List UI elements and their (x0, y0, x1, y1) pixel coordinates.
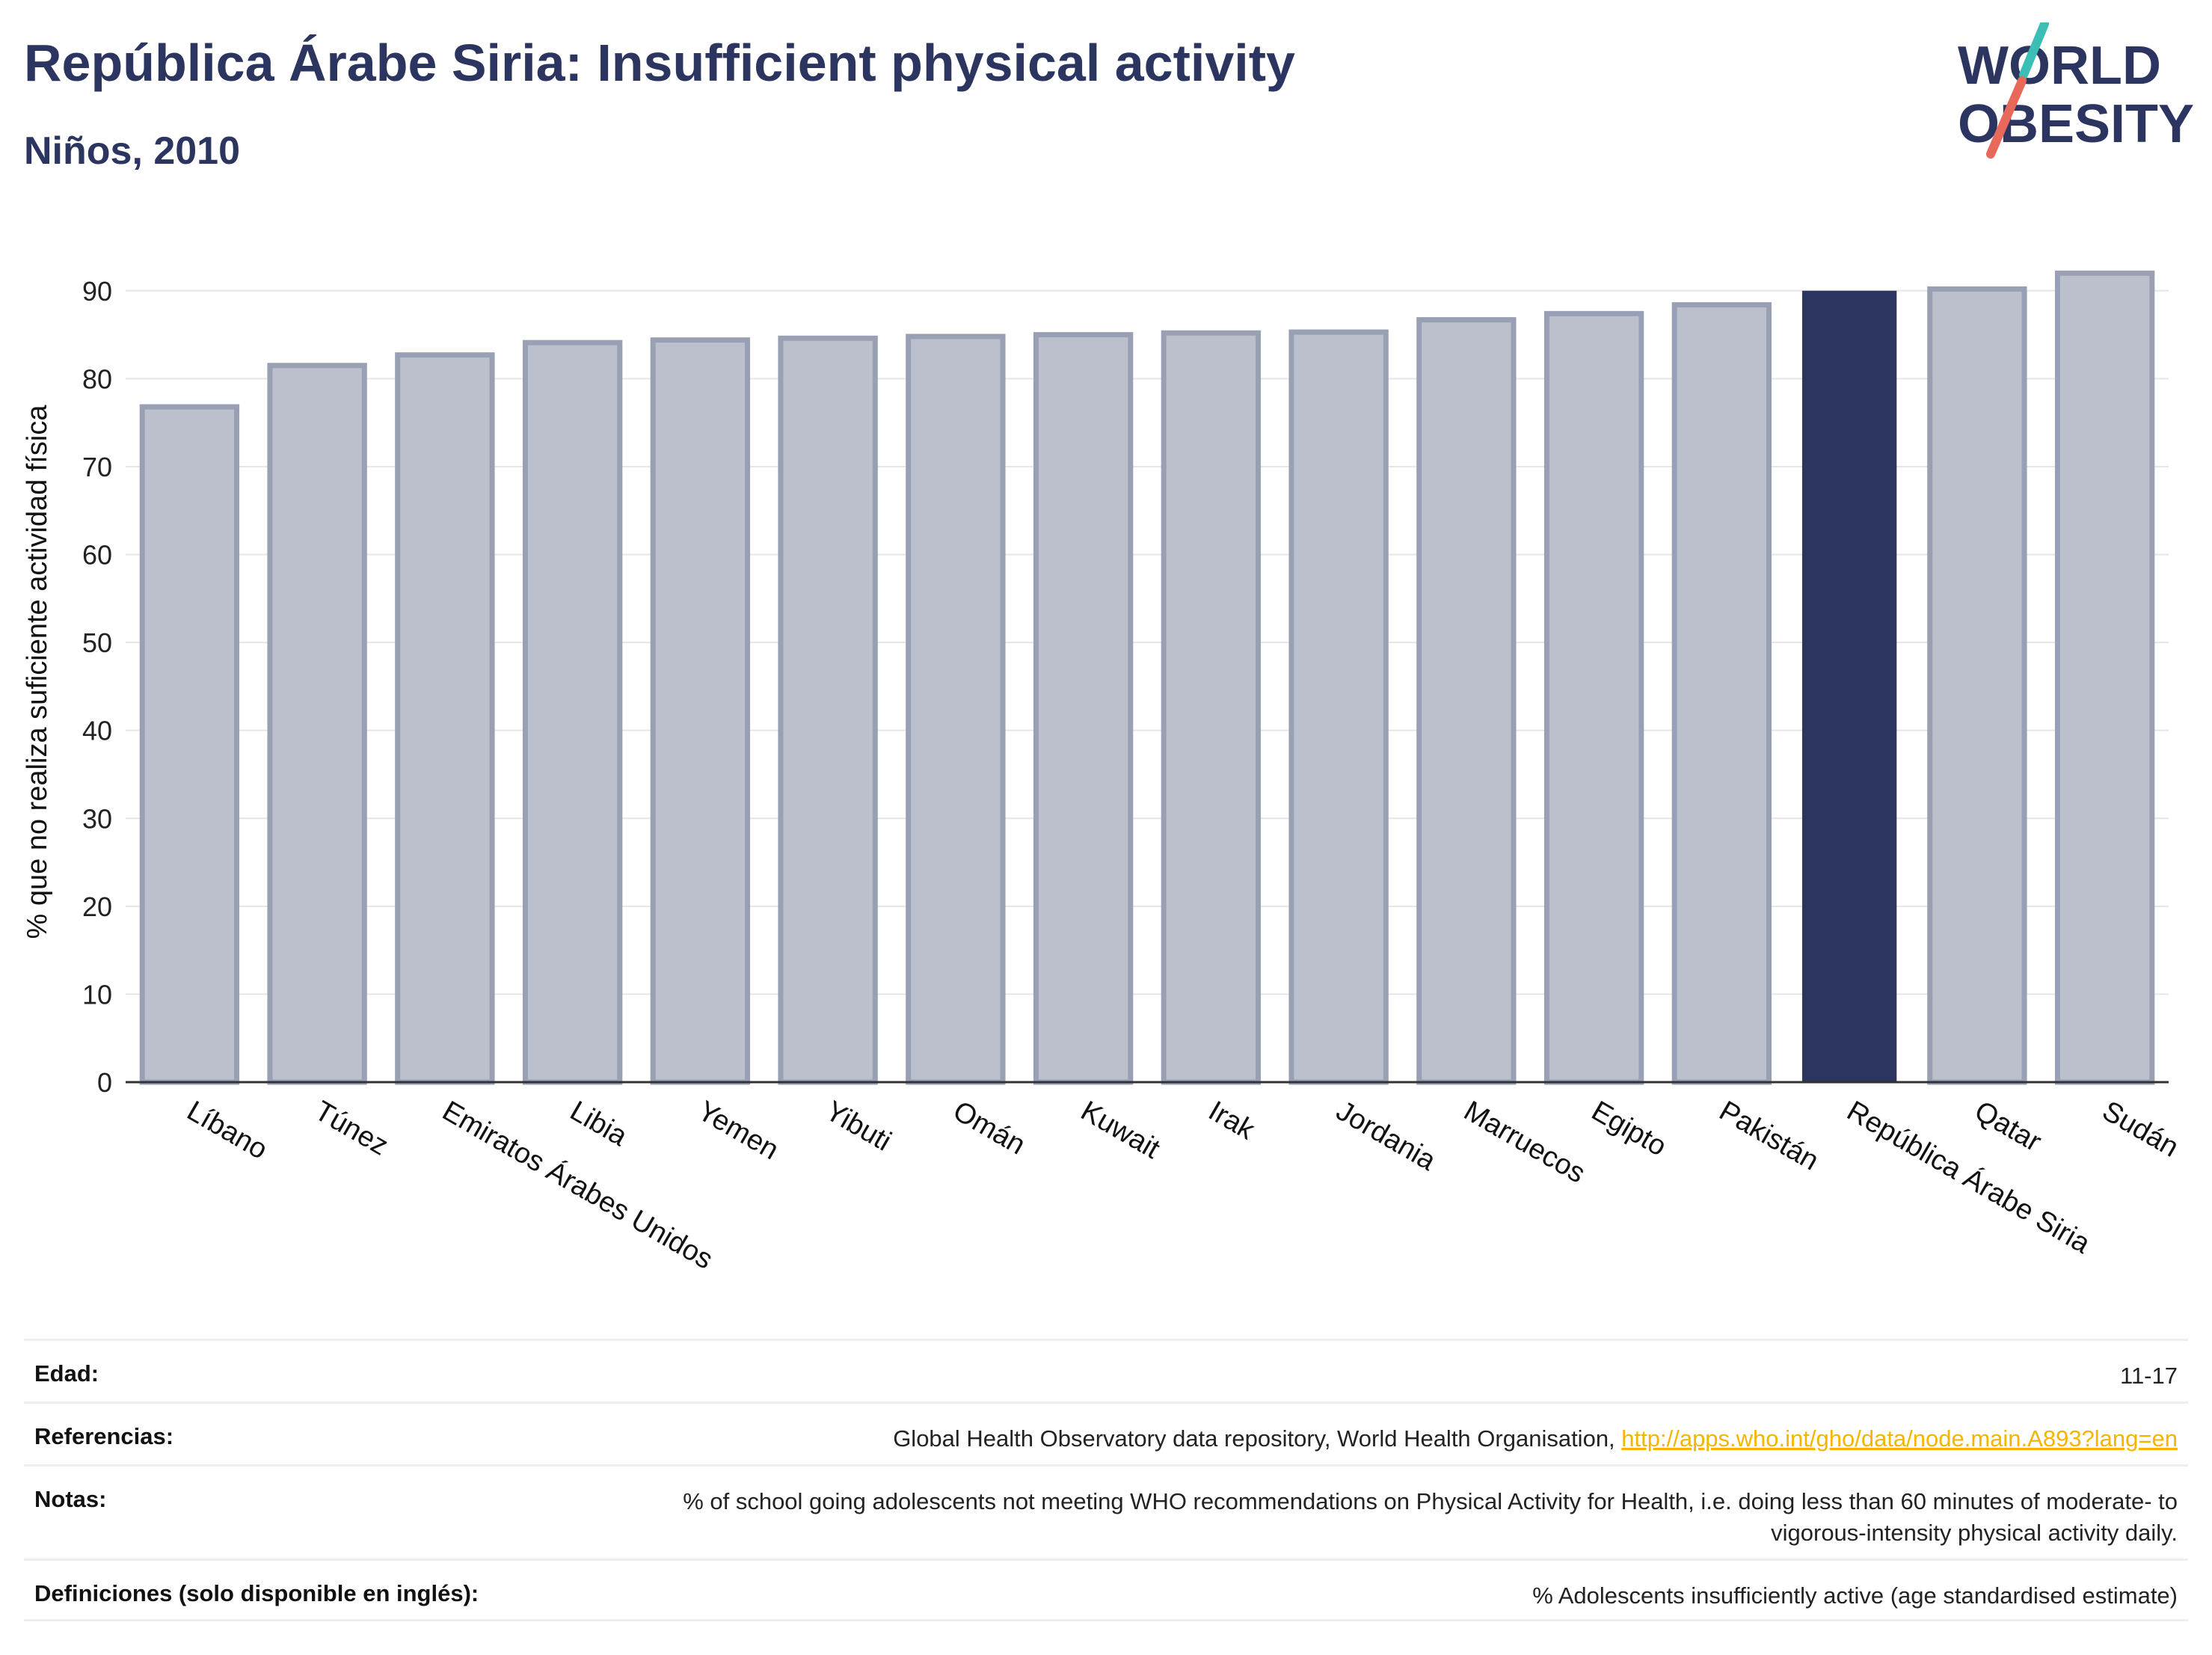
x-tick-label: Líbano (182, 1095, 273, 1165)
y-tick-label: 80 (82, 363, 112, 394)
bar (267, 363, 367, 1085)
bar (778, 335, 878, 1085)
references-link[interactable]: http://apps.who.int/gho/data/node.main.A… (1621, 1425, 2178, 1452)
info-row-notes: Notas: % of school going adolescents not… (24, 1464, 2188, 1559)
y-tick-label: 20 (82, 891, 112, 922)
y-axis-label: % que no realiza suficiente actividad fí… (22, 405, 53, 939)
info-label-definitions: Definiciones (solo disponible en inglés)… (34, 1580, 479, 1606)
chart-subtitle: Niños, 2010 (24, 129, 241, 173)
bar (1927, 286, 2027, 1085)
info-value-references: Global Health Observatory data repositor… (893, 1423, 2178, 1455)
info-label-age: Edad: (34, 1360, 99, 1387)
bars (139, 270, 2155, 1085)
x-tick-label: Sudán (2097, 1095, 2184, 1163)
y-tick-label: 90 (82, 276, 112, 307)
info-value-age: 11-17 (2120, 1363, 2178, 1389)
references-text: Global Health Observatory data repositor… (893, 1425, 1622, 1452)
bar (139, 404, 240, 1085)
bar (1543, 310, 1644, 1085)
logo-accent-teal (2019, 22, 2049, 79)
bar (1801, 290, 1897, 1083)
info-row-references: Referencias: Global Health Observatory d… (24, 1401, 2188, 1464)
bar (395, 352, 495, 1085)
info-row-age: Edad: 11-17 (24, 1339, 2188, 1401)
info-label-references: Referencias: (34, 1423, 174, 1449)
x-tick-label: Irak (1203, 1095, 1261, 1146)
x-tick-label: República Árabe Siria (1842, 1095, 2097, 1260)
x-tick-label: Pakistán (1714, 1095, 1824, 1176)
x-tick-label: Omán (947, 1095, 1030, 1161)
info-label-notes: Notas: (34, 1486, 107, 1512)
world-obesity-logo: WORLD OBESITY (1958, 22, 2194, 159)
logo-accent-red (1986, 76, 2027, 159)
bar (1161, 330, 1262, 1085)
x-tick-label: Yibuti (820, 1095, 897, 1157)
bar (906, 334, 1006, 1085)
y-tick-label: 40 (82, 716, 112, 746)
x-tick-label: Yemen (692, 1095, 784, 1166)
y-tick-label: 50 (82, 627, 112, 658)
y-tick-label: 10 (82, 979, 112, 1010)
bar (2054, 270, 2155, 1085)
x-tick-label: Kuwait (1075, 1095, 1165, 1165)
bar (1288, 329, 1389, 1085)
logo-line1: WORLD (1958, 36, 2161, 96)
x-tick-label: Egipto (1586, 1095, 1671, 1162)
bar (1671, 302, 1772, 1085)
y-tick-label: 30 (82, 803, 112, 834)
x-tick-label: Jordania (1331, 1095, 1442, 1177)
info-value-definitions: % Adolescents insufficiently active (age… (1532, 1582, 2178, 1609)
bar (1033, 332, 1134, 1085)
x-tick-label: Túnez (310, 1095, 393, 1161)
x-tick-label: Marruecos (1458, 1095, 1590, 1189)
y-axis: 0 10 20 30 40 50 60 70 80 90 (82, 276, 112, 1098)
bar (522, 340, 623, 1085)
y-tick-label: 0 (97, 1067, 112, 1098)
info-row-definitions: Definiciones (solo disponible en inglés)… (24, 1559, 2188, 1621)
info-value-notes: % of school going adolescents not meetin… (683, 1488, 2178, 1546)
chart-title: República Árabe Siria: Insufficient phys… (24, 34, 1295, 92)
bar (650, 337, 751, 1085)
bar (1416, 317, 1517, 1085)
x-tick-label: Libia (565, 1095, 633, 1152)
x-tick-label: Qatar (1969, 1095, 2047, 1158)
y-tick-label: 60 (82, 540, 112, 571)
y-tick-label: 70 (82, 452, 112, 482)
info-table: Edad: 11-17 Referencias: Global Health O… (24, 1339, 2188, 1621)
